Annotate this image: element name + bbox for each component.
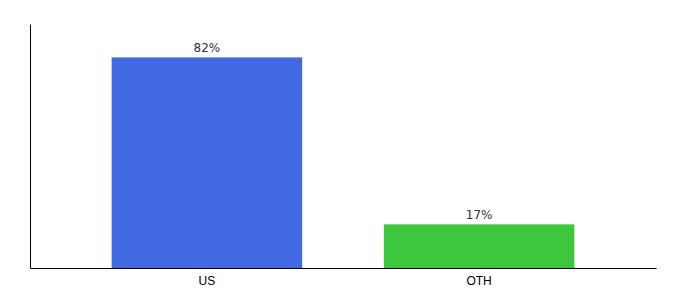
x-tick-label: US — [199, 274, 216, 288]
x-axis: US OTH — [31, 269, 657, 288]
y-axis-line — [30, 25, 31, 269]
data-label: 17% — [466, 208, 493, 222]
bar — [112, 57, 303, 268]
x-axis-line — [31, 268, 657, 269]
y-axis — [30, 25, 31, 269]
bar — [384, 224, 575, 268]
data-label: 82% — [194, 41, 221, 55]
x-tick-label: OTH — [466, 274, 491, 288]
plot-area: US OTH 82% 17% — [31, 25, 657, 288]
x-tick: OTH — [466, 274, 491, 288]
chart-container: US OTH 82% 17% — [0, 0, 680, 300]
data-labels: 82% 17% — [194, 41, 493, 222]
bars — [112, 57, 575, 268]
chart-svg: US OTH 82% 17% — [0, 0, 680, 300]
x-tick: US — [199, 274, 216, 288]
